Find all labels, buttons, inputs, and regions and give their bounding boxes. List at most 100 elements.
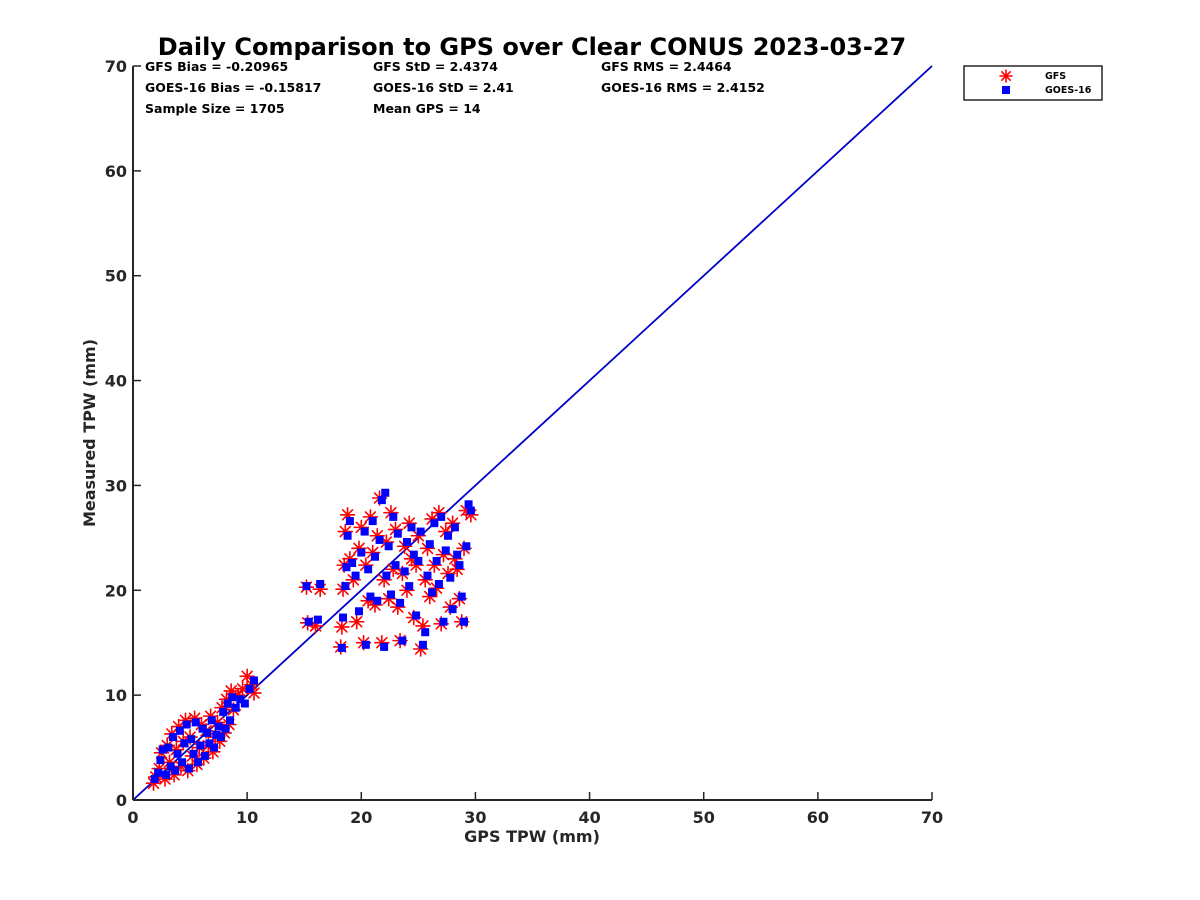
goes-16-point: [214, 722, 223, 731]
goes-16-point: [180, 739, 189, 748]
goes-16-point: [313, 615, 322, 624]
y-axis-label: Measured TPW (mm): [80, 339, 99, 527]
legend-box: [963, 65, 1103, 101]
y-tick-label: 30: [105, 476, 127, 495]
goes-16-point: [158, 745, 167, 754]
goes-16-point: [150, 775, 159, 784]
goes-16-point: [384, 542, 393, 551]
goes-16-point: [182, 720, 191, 729]
goes-16-point: [416, 527, 425, 536]
stat-gfs-rms: GFS RMS = 2.4464: [601, 59, 732, 74]
goes-16-point: [407, 523, 416, 532]
gfs-point: [334, 619, 350, 635]
stat-gfs-std: GFS StD = 2.4374: [373, 59, 498, 74]
goes-16-point: [245, 684, 254, 693]
goes-16-point: [189, 749, 198, 758]
chart-title: Daily Comparison to GPS over Clear CONUS…: [158, 33, 906, 61]
goes-16-point: [337, 643, 346, 652]
legend-goes-16-marker: [1002, 86, 1010, 94]
goes-16-point: [364, 565, 373, 574]
goes-16-point: [236, 695, 245, 704]
goes-16-point: [377, 496, 386, 505]
goes-16-point: [348, 559, 357, 568]
goes-16-point: [455, 561, 464, 570]
goes-16-point: [357, 548, 366, 557]
legend-gfs-asterisk: [999, 69, 1013, 83]
goes-16-point: [351, 571, 360, 580]
y-tick-label: 60: [105, 162, 127, 181]
goes-16-point: [457, 592, 466, 601]
statistics-annotation: GFS Bias = -0.20965 GFS StD = 2.4374 GFS…: [145, 59, 765, 116]
y-ticks: 0 10 20 30 40 50 60 70: [105, 57, 141, 810]
goes-16-point: [466, 506, 475, 515]
y-tick-label: 20: [105, 581, 127, 600]
x-tick-label: 50: [693, 808, 715, 827]
goes-16-point: [448, 605, 457, 614]
goes-16-point: [304, 617, 313, 626]
goes-16-point: [228, 693, 237, 702]
goes-16-point: [375, 535, 384, 544]
x-tick-label: 30: [464, 808, 486, 827]
reference-line-layer: [132, 65, 933, 801]
goes-16-point: [339, 613, 348, 622]
goes-16-point: [389, 512, 398, 521]
goes-16-point: [360, 527, 369, 536]
gfs-point: [348, 613, 365, 630]
goes-16-point: [198, 724, 207, 733]
goes-16-point: [173, 749, 182, 758]
goes-16-point: [421, 628, 430, 637]
stat-sample-size: Sample Size = 1705: [145, 101, 285, 116]
goes-16-point: [402, 538, 411, 547]
legend: GFS GOES-16: [963, 65, 1103, 101]
goes-16-point: [444, 531, 453, 540]
goes-16-point: [240, 699, 249, 708]
goes-16-series: [150, 488, 475, 784]
x-tick-label: 0: [127, 808, 138, 827]
x-axis-label: GPS TPW (mm): [464, 827, 600, 846]
goes-16-point: [212, 730, 221, 739]
goes-16-point: [381, 488, 390, 497]
goes-16-point: [446, 573, 455, 582]
plot-area: 0 10 20 30 40 50 60 70 0 10 20 30 40 50 60 70: [105, 57, 943, 827]
goes-16-point: [168, 733, 177, 742]
x-tick-label: 40: [578, 808, 600, 827]
stat-goes-std: GOES-16 StD = 2.41: [373, 80, 514, 95]
goes-16-point: [171, 766, 180, 775]
x-tick-label: 70: [921, 808, 943, 827]
goes-16-point: [396, 598, 405, 607]
goes-16-point: [196, 741, 205, 750]
goes-16-point: [223, 699, 232, 708]
goes-16-point: [166, 762, 175, 771]
goes-16-point: [216, 733, 225, 742]
goes-16-point: [184, 764, 193, 773]
goes-16-point: [368, 517, 377, 526]
goes-16-point: [418, 640, 427, 649]
goes-16-point: [210, 743, 219, 752]
goes-16-point: [187, 735, 196, 744]
goes-16-point: [450, 523, 459, 532]
goes-16-point: [425, 540, 434, 549]
goes-16-point: [219, 707, 228, 716]
gfs-point: [246, 685, 262, 701]
goes-16-point: [370, 552, 379, 561]
goes-16-point: [434, 579, 443, 588]
goes-16-point: [398, 636, 407, 645]
goes-16-point: [386, 590, 395, 599]
goes-16-point: [221, 724, 230, 733]
goes-16-point: [414, 556, 423, 565]
goes-16-point: [249, 676, 258, 685]
goes-16-point: [341, 582, 350, 591]
goes-16-point: [439, 617, 448, 626]
goes-16-point: [231, 703, 240, 712]
goes-16-point: [460, 617, 469, 626]
goes-16-point: [178, 758, 187, 767]
x-ticks: 0 10 20 30 40 50 60 70: [127, 792, 943, 827]
y-tick-label: 10: [105, 686, 127, 705]
goes-16-point: [405, 582, 414, 591]
y-tick-label: 40: [105, 372, 127, 391]
goes-16-point: [393, 529, 402, 538]
x-tick-label: 60: [807, 808, 829, 827]
goes-16-point: [175, 726, 184, 735]
y-tick-label: 70: [105, 57, 127, 76]
goes-16-point: [191, 718, 200, 727]
